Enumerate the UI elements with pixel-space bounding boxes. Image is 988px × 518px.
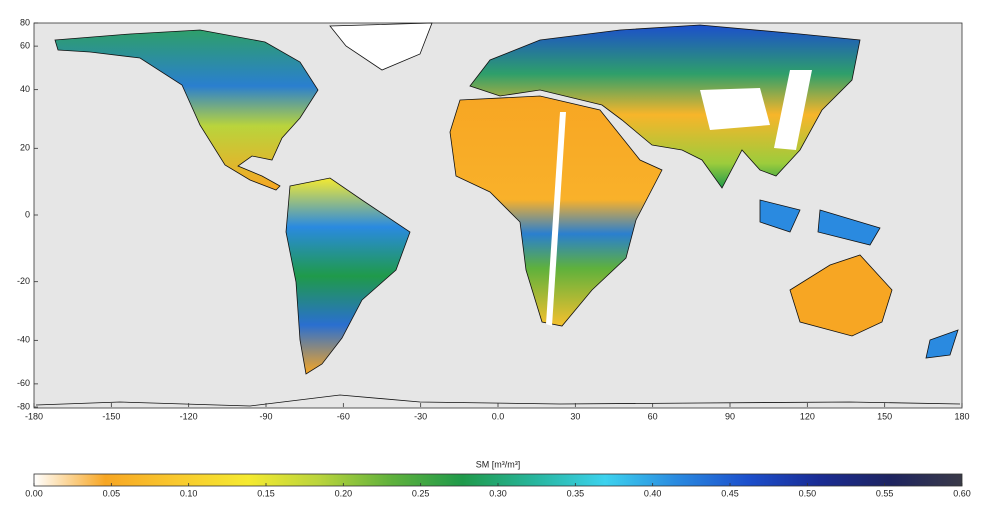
x-tick-label: -30 (414, 411, 427, 421)
colorbar-tick-label: 0.35 (567, 488, 585, 498)
south-america (285, 177, 411, 375)
x-tick-label: 150 (877, 411, 892, 421)
map-plot (33, 22, 963, 409)
x-tick-label: 60 (648, 411, 658, 421)
colorbar-tick-label: 0.55 (876, 488, 894, 498)
y-tick-label: -40 (17, 335, 30, 345)
y-tick-label: 0 (25, 209, 30, 219)
x-tick-label: -60 (337, 411, 350, 421)
y-tick-label: 80 (20, 17, 30, 27)
greenland (329, 22, 433, 71)
y-tick-label: -80 (17, 401, 30, 411)
colorbar-tick-label: 0.45 (721, 488, 739, 498)
north-america (54, 29, 319, 191)
colorbar-tick-label: 0.50 (799, 488, 817, 498)
colorbar-tick-label: 0.25 (412, 488, 430, 498)
colorbar-tick-label: 0.60 (953, 488, 971, 498)
y-tick-label: -60 (17, 378, 30, 388)
colorbar-tick-label: 0.05 (103, 488, 121, 498)
eurasia (469, 24, 861, 189)
colorbar-tick-label: 0.00 (25, 488, 43, 498)
colorbar-tick-label: 0.30 (489, 488, 507, 498)
swath-gap (546, 112, 566, 326)
x-tick-label: 90 (725, 411, 735, 421)
x-tick-label: 30 (570, 411, 580, 421)
colorbar-tick-label: 0.15 (257, 488, 275, 498)
islands (759, 199, 959, 359)
x-tick-label: 120 (800, 411, 815, 421)
x-tick-label: 0.0 (492, 411, 505, 421)
no-data-region (700, 70, 812, 150)
y-tick-label: 20 (20, 143, 30, 153)
y-tick-label: -20 (17, 276, 30, 286)
colorbar-tick-label: 0.40 (644, 488, 662, 498)
colorbar-tick-label: 0.20 (335, 488, 353, 498)
x-tick-label: 180 (954, 411, 969, 421)
australia (789, 254, 893, 337)
antarctica-coast (35, 394, 961, 407)
x-tick-label: -150 (102, 411, 120, 421)
y-tick-label: 40 (20, 84, 30, 94)
colorbar-tick-label: 0.10 (180, 488, 198, 498)
x-tick-label: -90 (259, 411, 272, 421)
x-tick-label: -180 (25, 411, 43, 421)
y-tick-label: 60 (20, 41, 30, 51)
x-tick-label: -120 (180, 411, 198, 421)
colorbar-label: SM [m³/m³] (476, 459, 521, 469)
